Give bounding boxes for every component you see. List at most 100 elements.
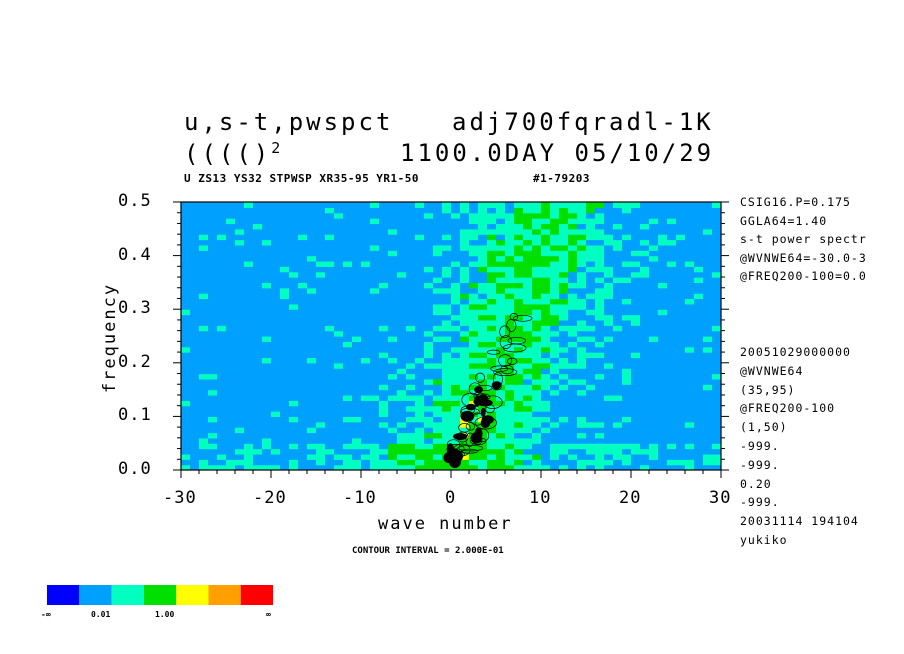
heatmap-cell [631, 341, 641, 348]
heatmap-cell [361, 293, 371, 300]
title-line1-right: adj700fqradl-1K [452, 108, 714, 136]
heatmap-cell [685, 260, 695, 267]
heatmap-cell [586, 266, 596, 273]
heatmap-cell [649, 405, 659, 412]
heatmap-cell [586, 384, 596, 391]
heatmap-cell [271, 394, 281, 401]
heatmap-cell [226, 421, 236, 428]
heatmap-cell [577, 368, 587, 375]
heatmap-cell [388, 239, 398, 246]
heatmap-cell [298, 293, 308, 300]
heatmap-cell [343, 405, 353, 412]
heatmap-cell [667, 282, 677, 289]
heatmap-cell [361, 255, 371, 262]
heatmap-cell [541, 368, 551, 375]
heatmap-cell [424, 432, 434, 439]
heatmap-cell [361, 427, 371, 434]
heatmap-cell [388, 400, 398, 407]
heatmap-cell [541, 228, 551, 235]
heatmap-cell [712, 260, 721, 267]
heatmap-cell [442, 432, 452, 439]
heatmap-cell [235, 260, 245, 267]
heatmap-cell [181, 432, 191, 439]
heatmap-cell [226, 346, 236, 353]
heatmap-cell [613, 341, 623, 348]
heatmap-cell [685, 223, 695, 230]
heatmap-cell [442, 373, 452, 380]
heatmap-cell [325, 357, 335, 364]
heatmap-cell [676, 234, 686, 241]
heatmap-cell [415, 282, 425, 289]
heatmap-cell [523, 202, 533, 208]
heatmap-cell [253, 394, 263, 401]
heatmap-cell [604, 336, 614, 342]
heatmap-cell [253, 384, 263, 391]
heatmap-cell [415, 405, 425, 412]
heatmap-cell [361, 389, 371, 396]
heatmap-cell [316, 282, 326, 289]
heatmap-cell [505, 234, 515, 241]
heatmap-cell [361, 421, 371, 428]
heatmap-cell [307, 362, 317, 369]
heatmap-cell [442, 303, 452, 310]
heatmap-cell [280, 336, 290, 342]
heatmap-cell [370, 405, 380, 412]
heatmap-cell [280, 368, 290, 375]
heatmap-cell [370, 357, 380, 364]
heatmap-cell [379, 303, 389, 310]
heatmap-cell [361, 212, 371, 219]
title-line2-superscript: 2 [271, 139, 284, 157]
heatmap-cell [577, 357, 587, 364]
heatmap-cell [505, 464, 515, 470]
heatmap-cell [181, 378, 191, 385]
heatmap-cell [586, 336, 596, 342]
heatmap-cell [334, 389, 344, 396]
heatmap-cell [505, 266, 515, 273]
side-info-line: -999. [740, 495, 780, 510]
heatmap-cell [613, 319, 623, 326]
heatmap-cell [505, 319, 515, 326]
heatmap-cell [658, 330, 668, 337]
heatmap-cell [676, 459, 686, 466]
heatmap-cell [469, 357, 479, 364]
heatmap-cell [604, 411, 614, 417]
heatmap-cell [649, 336, 659, 342]
heatmap-cell [460, 330, 470, 337]
heatmap-cell [262, 443, 272, 450]
heatmap-cell [325, 223, 335, 230]
side-info-line: 20031114 194104 [740, 514, 859, 529]
heatmap-cell [442, 207, 452, 214]
heatmap-cell [586, 277, 596, 283]
heatmap-cell [658, 378, 668, 385]
heatmap-cell [586, 357, 596, 364]
heatmap-cell [208, 384, 218, 391]
heatmap-cell [325, 330, 335, 337]
heatmap-cell [622, 319, 632, 326]
heatmap-cell [532, 389, 542, 396]
heatmap-cell [460, 255, 470, 262]
heatmap-cell [334, 405, 344, 412]
heatmap-cell [298, 202, 308, 208]
heatmap-cell [316, 250, 326, 257]
heatmap-cell [658, 368, 668, 375]
heatmap-cell [415, 448, 425, 455]
heatmap-cell [253, 202, 263, 208]
heatmap-cell [217, 464, 227, 470]
heatmap-cell [208, 255, 218, 262]
heatmap-cell [307, 346, 317, 353]
heatmap-cell [622, 277, 632, 283]
heatmap-cell [514, 239, 524, 246]
heatmap-cell [604, 368, 614, 375]
heatmap-cell [559, 352, 569, 359]
heatmap-cell [559, 303, 569, 310]
heatmap-cell [433, 250, 443, 257]
heatmap-cell [235, 464, 245, 470]
heatmap-cell [442, 223, 452, 230]
heatmap-cell [415, 352, 425, 359]
heatmap-cell [442, 378, 452, 385]
heatmap-cell [208, 218, 218, 225]
heatmap-cell [298, 378, 308, 385]
heatmap-cell [658, 271, 668, 278]
heatmap-cell [586, 448, 596, 455]
heatmap-cell [640, 368, 650, 375]
